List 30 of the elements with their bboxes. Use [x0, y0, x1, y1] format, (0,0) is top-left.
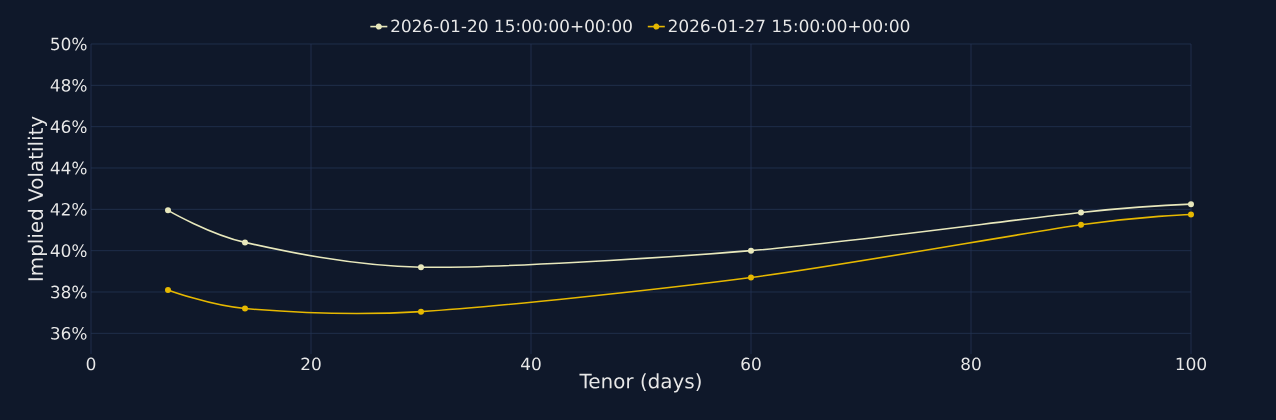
point: [748, 247, 754, 254]
point: [165, 286, 171, 293]
point: [242, 239, 248, 246]
y-tick-label: 40%: [50, 244, 87, 258]
y-tick-label: 48%: [50, 78, 87, 92]
point: [1188, 201, 1194, 208]
x-tick-label: 20: [301, 357, 321, 371]
y-tick-label: 36%: [51, 326, 87, 340]
point: [165, 207, 171, 214]
y-axis-title: Implied Volatility: [27, 116, 47, 281]
x-tick-label: 80: [961, 357, 981, 371]
x-tick-label: 100: [1176, 357, 1207, 371]
point: [418, 308, 424, 315]
point: [1078, 209, 1084, 216]
point: [748, 274, 754, 281]
y-tick-label: 38%: [51, 285, 87, 299]
legend-label: 2026-01-20 15:00:00+00:00: [391, 19, 632, 33]
y-tick-label: 42%: [50, 202, 87, 216]
legend-label: 2026-01-27 15:00:00+00:00: [668, 19, 910, 33]
x-tick-label: 60: [741, 357, 761, 371]
x-tick-label: 40: [521, 357, 541, 371]
point: [1078, 221, 1084, 228]
y-tick-label: 46%: [50, 120, 87, 134]
y-tick-label: 50%: [51, 37, 87, 51]
y-tick-label: 44%: [50, 161, 87, 175]
x-axis-title: Tenor (days): [579, 373, 701, 393]
point: [1188, 211, 1194, 218]
point: [418, 264, 424, 271]
x-tick-label: 0: [86, 357, 96, 371]
point: [242, 305, 248, 312]
